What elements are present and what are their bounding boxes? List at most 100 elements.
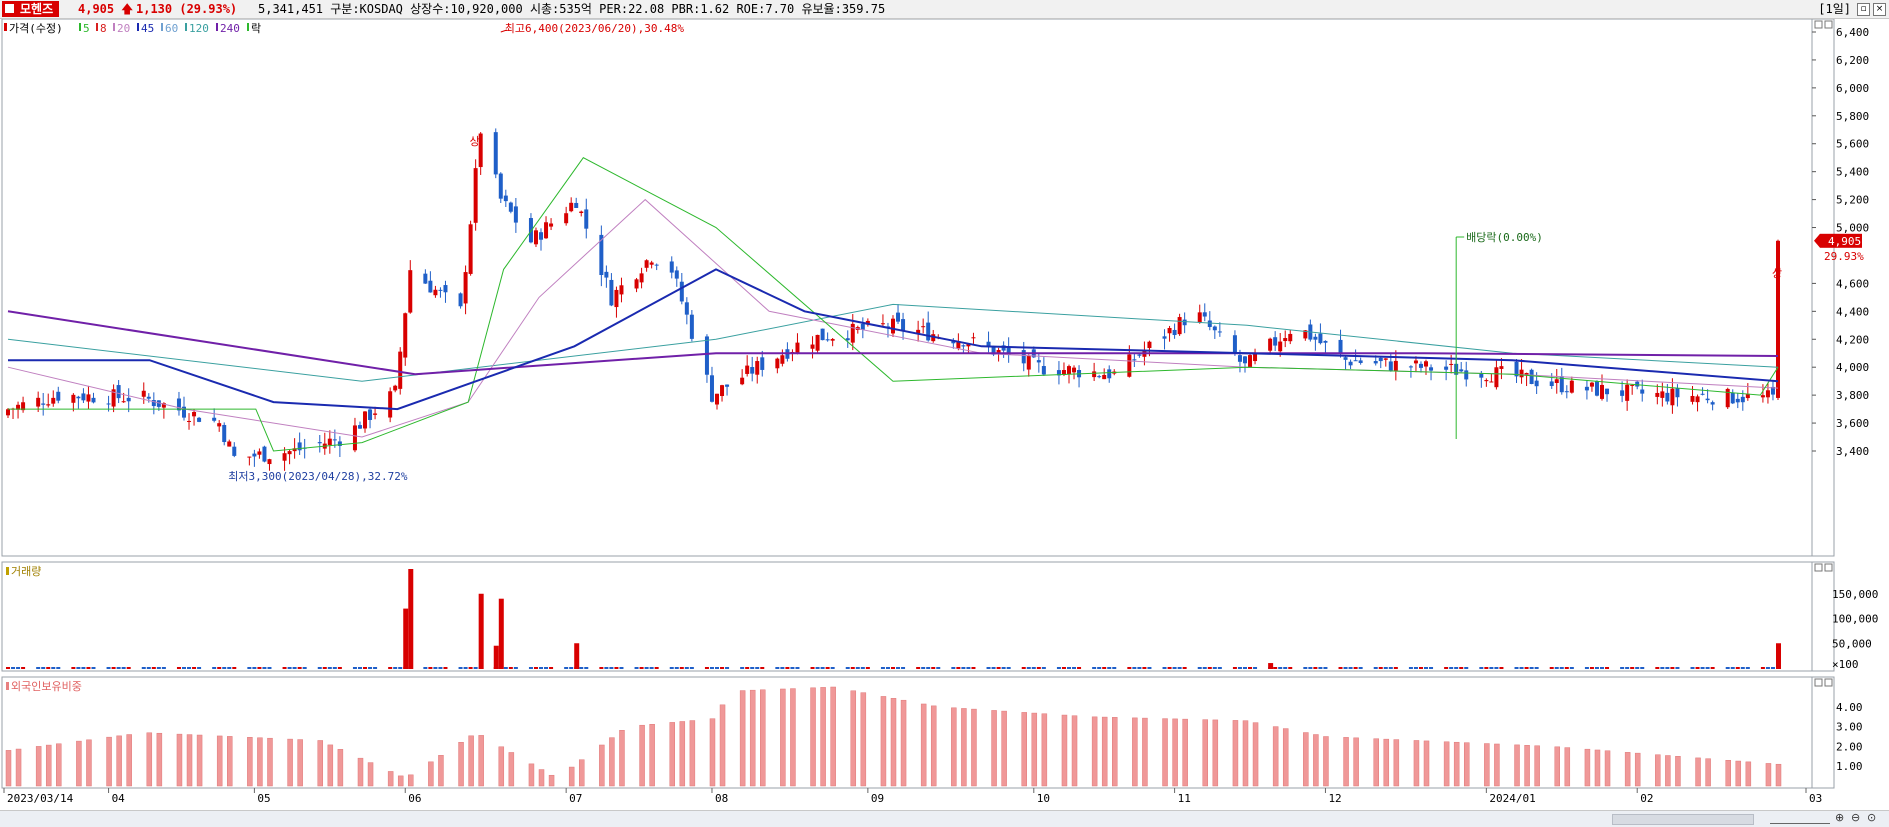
candle [669,261,674,273]
candle [1449,363,1454,365]
foreign-bar [1775,763,1782,787]
restore-icon[interactable]: ▫ [1857,3,1870,16]
candle [1524,372,1529,376]
volume-bar [262,667,267,669]
candle [684,302,689,315]
volume-bar [639,667,644,669]
candle [176,398,181,411]
stock-chart[interactable]: 가격(수정) 5 8 20 45 60 120 240 락 6,400 6,200 6,000 5,80… [0,19,1889,810]
candle [81,393,86,401]
candle [1393,360,1398,371]
foreign-bar [760,689,766,787]
foreign-bar [5,750,12,787]
candle [674,270,679,279]
candle [569,202,574,212]
volume-bar [1107,667,1112,669]
limit-up-marker-2: 상 [1772,267,1782,280]
candle [1242,356,1247,364]
volume-bar [1102,667,1107,669]
volume-spike [408,569,414,669]
volume-bar [282,667,287,669]
close-icon[interactable]: × [1873,3,1886,16]
volume-bar [1710,667,1715,669]
foreign-tick-label: 2.00 [1836,740,1863,753]
volume-bar [1695,667,1700,669]
candle [1273,337,1278,346]
ma240-line [7,310,1779,376]
foreign-bar [1534,745,1540,787]
candle [227,441,232,447]
candle [996,350,1001,353]
zoom-slider[interactable] [1770,813,1830,824]
foreign-bar [126,734,132,787]
zoom-reset-icon[interactable]: ⊙ [1867,811,1877,824]
volume-bar [287,667,292,669]
volume-bar [1253,667,1258,669]
candle [317,442,322,444]
volume-bar [327,667,332,669]
candle [1212,326,1217,331]
foreign-bar [357,757,364,787]
candle [1514,361,1519,377]
volume-bar [1569,667,1574,669]
foreign-bar [669,722,675,787]
candle [1182,319,1187,326]
volume-bar [544,667,549,669]
volume-bar [161,667,166,669]
foreign-bar [920,703,927,787]
foreign-bar [468,735,474,787]
candle [1036,360,1041,363]
zoom-in-icon[interactable]: ⊕ [1835,811,1845,824]
volume-bar [1313,667,1318,669]
candle [1655,392,1660,397]
volume-bar [1072,667,1077,669]
volume-bar [569,667,574,669]
foreign-bar [56,743,62,787]
candle [1026,355,1031,370]
candle [639,273,644,283]
volume-bar [1056,667,1061,669]
x-tick-label: 08 [715,792,728,805]
legend-ma-20: 20 [117,22,130,35]
volume-bar [996,667,1001,669]
volume-bar [1765,667,1770,669]
candle [1313,336,1318,340]
candle [1021,350,1026,364]
volume-bar [468,667,473,669]
chart-scrollbar[interactable]: ⊕ ⊖ ⊙ [0,810,1889,827]
price-tick-label: 3,800 [1836,389,1869,402]
candle [1253,353,1258,362]
candle [1635,381,1640,387]
volume-bar [1725,667,1730,669]
zoom-out-icon[interactable]: ⊖ [1851,811,1861,824]
period-selector[interactable]: [1일] [1818,2,1851,16]
foreign-bar [890,698,897,787]
volume-bar [1660,667,1665,669]
candle [1444,366,1449,370]
candle [1162,336,1167,339]
foreign-bar [1313,734,1319,787]
candle [121,401,126,403]
volume-spike [478,593,484,669]
foreign-bar [548,774,555,787]
stock-name-badge[interactable]: 모헨즈 [2,1,60,17]
candle [1268,338,1273,351]
candle [408,270,413,313]
candle [1665,392,1670,402]
foreign-bar [1453,741,1460,787]
volume-bar [212,667,217,669]
scroll-thumb[interactable] [1612,814,1754,825]
candle [373,413,378,415]
candle [860,323,865,330]
legend-ex-label: 락 [251,22,261,35]
candle [1217,331,1222,333]
volume-bar [1393,667,1398,669]
price-tick-label: 6,000 [1836,82,1869,95]
price-panel-restore-icon [1814,20,1823,29]
foreign-panel-restore-icon [1814,678,1823,687]
candle [1137,354,1142,356]
candle [1132,359,1137,361]
candle [579,211,584,214]
foreign-bar [1323,736,1329,787]
volume-bar [1338,667,1343,669]
